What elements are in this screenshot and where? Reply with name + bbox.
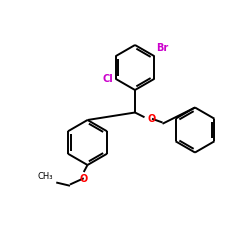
Text: O: O (80, 174, 88, 184)
Text: Br: Br (156, 43, 169, 53)
Text: O: O (148, 114, 156, 124)
Text: Cl: Cl (102, 74, 113, 84)
Text: CH₃: CH₃ (37, 172, 52, 181)
